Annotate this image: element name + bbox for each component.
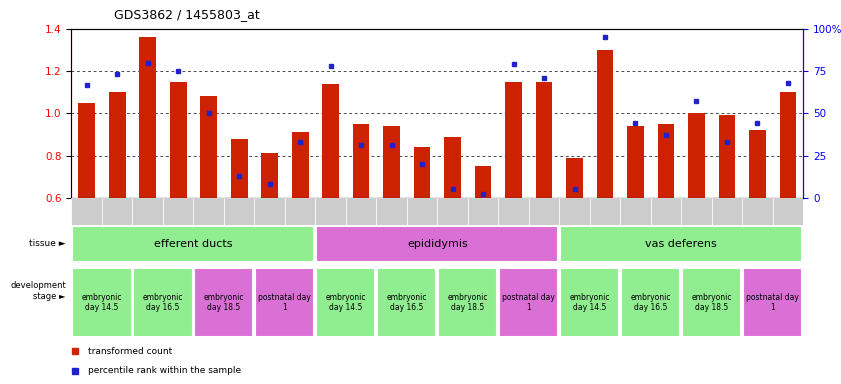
Bar bbox=[316, 268, 375, 337]
Bar bbox=[718, 115, 735, 198]
Bar bbox=[505, 81, 522, 198]
Bar bbox=[468, 198, 498, 248]
Bar bbox=[224, 198, 254, 248]
Bar bbox=[536, 81, 553, 198]
Bar bbox=[437, 198, 468, 248]
Bar bbox=[621, 268, 680, 337]
Bar bbox=[377, 198, 407, 248]
Bar bbox=[108, 92, 125, 198]
Text: embryonic
day 16.5: embryonic day 16.5 bbox=[631, 293, 671, 312]
Text: epididymis: epididymis bbox=[407, 239, 468, 249]
Bar bbox=[681, 198, 711, 248]
Bar bbox=[193, 198, 224, 248]
Bar bbox=[742, 198, 773, 248]
Bar bbox=[500, 268, 558, 337]
Bar bbox=[285, 198, 315, 248]
Bar bbox=[230, 139, 247, 198]
Bar bbox=[560, 226, 802, 262]
Bar bbox=[529, 198, 559, 248]
Text: embryonic
day 14.5: embryonic day 14.5 bbox=[569, 293, 610, 312]
Bar bbox=[200, 96, 217, 198]
Bar bbox=[596, 50, 613, 198]
Bar bbox=[322, 84, 339, 198]
Text: development
stage ►: development stage ► bbox=[10, 281, 66, 301]
Bar bbox=[438, 268, 497, 337]
Bar bbox=[407, 198, 437, 248]
Text: embryonic
day 16.5: embryonic day 16.5 bbox=[143, 293, 183, 312]
Bar bbox=[140, 37, 156, 198]
Bar bbox=[194, 268, 253, 337]
Text: transformed count: transformed count bbox=[87, 347, 172, 356]
Text: embryonic
day 14.5: embryonic day 14.5 bbox=[82, 293, 122, 312]
Text: embryonic
day 18.5: embryonic day 18.5 bbox=[447, 293, 488, 312]
Bar bbox=[651, 198, 681, 248]
Bar bbox=[315, 198, 346, 248]
Bar bbox=[498, 198, 529, 248]
Bar bbox=[170, 81, 187, 198]
Bar bbox=[262, 153, 278, 198]
Bar bbox=[72, 226, 315, 262]
Bar bbox=[346, 198, 376, 248]
Bar bbox=[773, 198, 803, 248]
Bar bbox=[749, 130, 766, 198]
Bar bbox=[378, 268, 436, 337]
Text: embryonic
day 14.5: embryonic day 14.5 bbox=[325, 293, 366, 312]
Text: postnatal day
1: postnatal day 1 bbox=[258, 293, 311, 312]
Text: embryonic
day 18.5: embryonic day 18.5 bbox=[204, 293, 244, 312]
Bar bbox=[292, 132, 309, 198]
Bar bbox=[72, 268, 131, 337]
Bar bbox=[688, 113, 705, 198]
Bar bbox=[566, 157, 583, 198]
Text: embryonic
day 16.5: embryonic day 16.5 bbox=[387, 293, 427, 312]
Bar bbox=[254, 198, 285, 248]
Bar bbox=[316, 226, 558, 262]
Text: tissue ►: tissue ► bbox=[29, 239, 66, 248]
Bar bbox=[383, 126, 400, 198]
Text: vas deferens: vas deferens bbox=[645, 239, 717, 249]
Text: postnatal day
1: postnatal day 1 bbox=[502, 293, 555, 312]
Bar bbox=[620, 198, 651, 248]
Bar bbox=[590, 198, 620, 248]
Text: percentile rank within the sample: percentile rank within the sample bbox=[87, 366, 241, 375]
Bar bbox=[559, 198, 590, 248]
Bar bbox=[444, 136, 461, 198]
Bar bbox=[102, 198, 132, 248]
Bar bbox=[658, 124, 674, 198]
Bar bbox=[414, 147, 431, 198]
Bar bbox=[256, 268, 315, 337]
Bar bbox=[352, 124, 369, 198]
Bar bbox=[132, 198, 163, 248]
Bar bbox=[682, 268, 741, 337]
Bar bbox=[71, 198, 102, 248]
Bar bbox=[474, 166, 491, 198]
Text: GDS3862 / 1455803_at: GDS3862 / 1455803_at bbox=[114, 8, 259, 21]
Bar bbox=[627, 126, 644, 198]
Bar bbox=[711, 198, 742, 248]
Text: postnatal day
1: postnatal day 1 bbox=[746, 293, 799, 312]
Bar bbox=[163, 198, 193, 248]
Bar bbox=[743, 268, 802, 337]
Text: embryonic
day 18.5: embryonic day 18.5 bbox=[691, 293, 732, 312]
Bar bbox=[560, 268, 619, 337]
Bar bbox=[134, 268, 193, 337]
Bar bbox=[780, 92, 796, 198]
Text: efferent ducts: efferent ducts bbox=[154, 239, 233, 249]
Bar bbox=[78, 103, 95, 198]
